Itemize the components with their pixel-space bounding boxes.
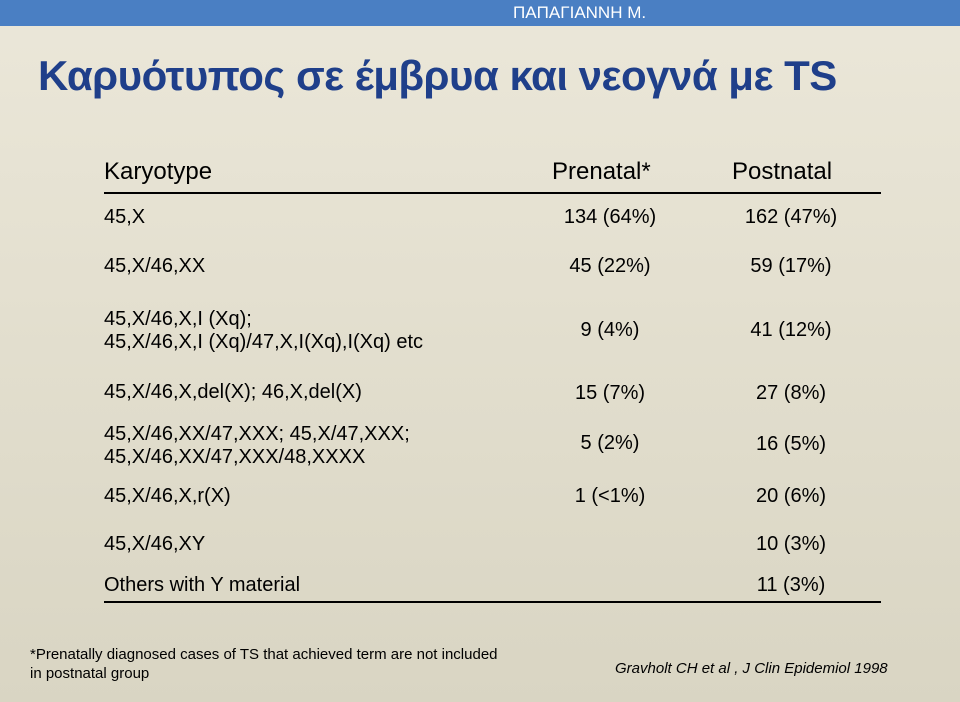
karyotype-cell: 45,X/46,XX <box>104 255 206 277</box>
prenatal-cell: 134 (64%) <box>563 206 657 228</box>
karyotype-cell: 45,X/46,X,r(X) <box>104 485 231 507</box>
column-header-prenatal: Prenatal* <box>552 158 651 185</box>
prenatal-cell: 45 (22%) <box>569 255 651 277</box>
postnatal-cell: 59 (17%) <box>750 255 832 277</box>
author-label: ΠΑΠΑΓΙΑΝΝΗ Μ. <box>513 3 647 22</box>
prenatal-cell: 9 (4%) <box>580 319 640 341</box>
bottom-rule <box>104 601 881 603</box>
karyotype-cell: 45,X <box>104 206 146 228</box>
postnatal-cell: 41 (12%) <box>750 319 832 341</box>
postnatal-cell: 162 (47%) <box>744 206 838 228</box>
column-header-postnatal: Postnatal <box>732 158 833 185</box>
karyotype-cell-line2: 45,X/46,X,I (Xq)/47,X,I(Xq),I(Xq) etc <box>104 331 424 353</box>
citation: Gravholt CH et al , J Clin Epidemiol 199… <box>615 660 888 677</box>
header-rule <box>104 192 881 194</box>
karyotype-cell-line2: 45,X/46,XX/47,XXX/48,XXXX <box>104 446 366 468</box>
prenatal-cell: 5 (2%) <box>580 432 640 454</box>
footnote: *Prenatally diagnosed cases of TS that a… <box>30 646 498 682</box>
karyotype-cell: 45,X/46,X,I (Xq); <box>104 308 252 330</box>
karyotype-cell: 45,X/46,XX/47,XXX; 45,X/47,XXX; <box>104 423 410 445</box>
karyotype-cell: 45,X/46,X,del(X); 46,X,del(X) <box>104 381 362 403</box>
karyotype-cell: Others with Y material <box>104 574 301 596</box>
slide-title: Καρυότυπος σε έμβρυα και νεογνά με TS <box>38 52 837 99</box>
postnatal-cell: 11 (3%) <box>756 574 826 596</box>
prenatal-cell: 1 (<1%) <box>574 485 646 507</box>
column-header-karyotype: Karyotype <box>104 158 213 185</box>
postnatal-cell: 27 (8%) <box>755 382 827 404</box>
postnatal-cell: 10 (3%) <box>755 533 827 555</box>
karyotype-cell: 45,X/46,XY <box>104 533 206 555</box>
postnatal-cell: 20 (6%) <box>755 485 827 507</box>
top-bar <box>0 0 960 26</box>
postnatal-cell: 16 (5%) <box>755 433 827 455</box>
prenatal-cell: 15 (7%) <box>574 382 646 404</box>
